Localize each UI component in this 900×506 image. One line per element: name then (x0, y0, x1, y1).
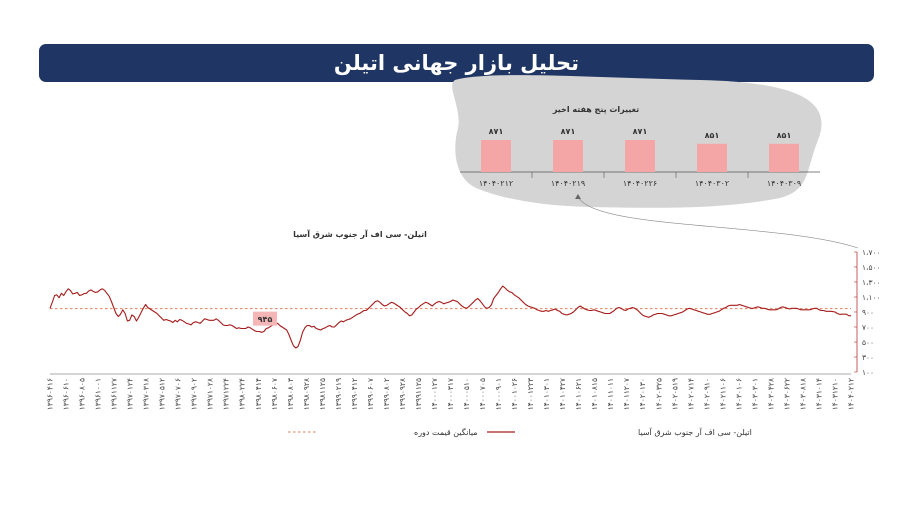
x-tick-label: ۱۳۹۸۰۲۲۴ (238, 378, 247, 410)
bar-chart-title: تغییرات پنج هفته اخیر (552, 105, 639, 114)
y-tick-label: ۷۰۰ (862, 323, 874, 332)
x-tick-label: ۱۴۰۲۰۳۲۵ (654, 378, 663, 410)
x-tick-label: ۱۳۹۹۰۸۰۲ (382, 378, 391, 410)
bar-1 (481, 140, 511, 172)
x-tick-label: ۱۳۹۹۰۴۱۲ (350, 378, 359, 410)
x-tick-label: ۱۴۰۰۰۵۱۰ (462, 378, 471, 410)
x-tick-label: ۱۴۰۱۱۲۰۷ (622, 378, 631, 410)
bar-category-label: ۱۴۰۴۰۳۰۹ (767, 179, 801, 188)
bar-category-label: ۱۴۰۴۰۳۰۲ (695, 179, 729, 188)
x-tick-label: ۱۳۹۷۰۱۲۴ (126, 378, 135, 410)
bar-value-label: ۸۷۱ (489, 127, 504, 136)
x-tick-label: ۱۴۰۳۱۰۱۴ (814, 378, 823, 410)
y-tick-label: ۱،۵۰۰ (862, 263, 881, 272)
x-tick-label: ۱۴۰۲۰۷۱۴ (686, 378, 695, 410)
x-tick-label: ۱۳۹۷۰۷۰۶ (174, 378, 183, 410)
x-tick-label: ۱۴۰۰۱۲۲۳ (526, 378, 535, 410)
x-tick-label: ۱۴۰۳۰۴۲۸ (766, 378, 775, 410)
bar-5 (769, 143, 799, 172)
x-tick-label: ۱۴۰۰۱۰۲۶ (510, 378, 519, 410)
legend-label-series: اتیلن- سی اف آر جنوب شرق آسیا (638, 427, 752, 437)
series-line-ethylene (49, 285, 851, 349)
y-tick-label: ۳۰۰ (862, 353, 874, 362)
y-tick-label: ۹۰۰ (862, 308, 874, 317)
bar-4 (697, 143, 727, 172)
x-tick-label: ۱۴۰۰۰۱۲۷ (430, 378, 439, 410)
x-tick-label: ۱۴۰۳۰۱۰۶ (734, 378, 743, 410)
line-chart-title: اتیلن- سی اف آر جنوب شرق آسیا (293, 229, 427, 239)
x-tick-label: ۱۴۰۱۰۳۰۱ (542, 378, 551, 410)
y-tick-label: ۱،۷۰۰ (862, 248, 881, 257)
x-tick-label: ۱۴۰۱۰۶۲۱ (574, 378, 583, 410)
bar-category-label: ۱۴۰۴۰۲۱۹ (551, 179, 585, 188)
x-tick-label: ۱۴۰۰۰۳۱۷ (446, 378, 455, 410)
bar-value-label: ۸۷۱ (633, 127, 648, 136)
x-tick-label: ۱۳۹۷۰۹۰۲ (190, 378, 199, 410)
x-tick-label: ۱۴۰۲۱۱۰۶ (718, 378, 727, 410)
bar-value-label: ۸۵۱ (705, 131, 720, 140)
x-tick-label: ۱۳۹۸۰۹۲۸ (302, 378, 311, 410)
bar-category-label: ۱۴۰۴۰۲۱۲ (479, 179, 513, 188)
x-tick-label: ۱۴۰۱۱۰۱۱ (606, 378, 615, 410)
x-tick-label: ۱۳۹۷۱۰۲۸ (206, 378, 215, 410)
page-title: تحلیل بازار جهانی اتیلن (333, 51, 580, 75)
x-tick-label: ۱۴۰۲۰۵۱۹ (670, 378, 679, 410)
x-tick-label: ۱۴۰۴۰۲۱۲ (847, 378, 856, 410)
x-tick-label: ۱۴۰۲۰۹۱۰ (702, 378, 711, 410)
x-tick-label: ۱۳۹۹۰۹۲۸ (398, 378, 407, 410)
x-tick-label: ۱۳۹۹۰۶۰۷ (366, 378, 375, 410)
x-tick-label: ۱۴۰۳۰۳۰۱ (750, 378, 759, 410)
x-tick-label: ۱۴۰۲۰۱۳۰ (638, 378, 647, 410)
x-tick-label: ۱۴۰۳۰۶۲۲ (782, 378, 791, 410)
x-tick-label: ۱۳۹۸۰۸۰۳ (286, 378, 295, 410)
x-tick-label: ۱۳۹۶۱۰۰۱ (94, 378, 103, 410)
x-tick-label: ۱۴۰۳۰۸۱۸ (798, 378, 807, 410)
connector-arrow (575, 194, 581, 199)
x-tick-label: ۱۳۹۶۰۸۰۵ (78, 378, 87, 410)
x-tick-label: ۱۳۹۸۱۱۲۵ (318, 378, 327, 410)
average-label: ۹۴۵ (258, 315, 273, 324)
x-tick-label: ۱۴۰۱۰۸۱۵ (590, 378, 599, 410)
legend-label-average: میانگین قیمت دوره (414, 427, 478, 437)
bar-category-label: ۱۴۰۴۰۲۲۶ (623, 179, 657, 188)
bar-2 (553, 140, 583, 172)
title-banner: تحلیل بازار جهانی اتیلن (39, 44, 874, 82)
x-tick-label: ۱۳۹۶۰۴۱۶ (46, 378, 55, 410)
average-label-box (253, 311, 277, 326)
x-tick-label: ۱۴۰۱۰۴۲۷ (558, 378, 567, 410)
x-tick-label: ۱۴۰۰۰۹۰۱ (494, 378, 503, 410)
x-tick-label: ۱۳۹۸۰۶۰۷ (270, 378, 279, 410)
x-tick-label: ۱۳۹۶۰۶۱۰ (62, 378, 71, 410)
x-tick-label: ۱۳۹۹۰۲۱۹ (334, 378, 343, 410)
x-tick-label: ۱۳۹۷۱۲۲۴ (222, 378, 231, 410)
x-tick-label: ۱۳۹۹۱۱۲۵ (414, 378, 423, 410)
x-tick-label: ۱۴۰۳۱۲۱۰ (830, 378, 839, 410)
x-tick-label: ۱۳۹۷۰۵۱۲ (158, 378, 167, 410)
y-tick-label: ۱،۳۰۰ (862, 278, 881, 287)
x-tick-label: ۱۳۹۷۰۳۱۸ (142, 378, 151, 410)
bar-3 (625, 140, 655, 172)
bar-value-label: ۸۷۱ (561, 127, 576, 136)
y-tick-label: ۵۰۰ (862, 338, 874, 347)
y-tick-label: ۱۰۰ (862, 368, 874, 377)
y-tick-label: ۱،۱۰۰ (862, 293, 881, 302)
bar-value-label: ۸۵۱ (777, 131, 792, 140)
x-tick-label: ۱۳۹۸۰۴۱۴ (254, 378, 263, 410)
connector-line (577, 195, 859, 249)
x-tick-label: ۱۳۹۶۱۱۲۷ (110, 378, 119, 410)
x-tick-label: ۱۴۰۰۰۷۰۵ (478, 378, 487, 410)
